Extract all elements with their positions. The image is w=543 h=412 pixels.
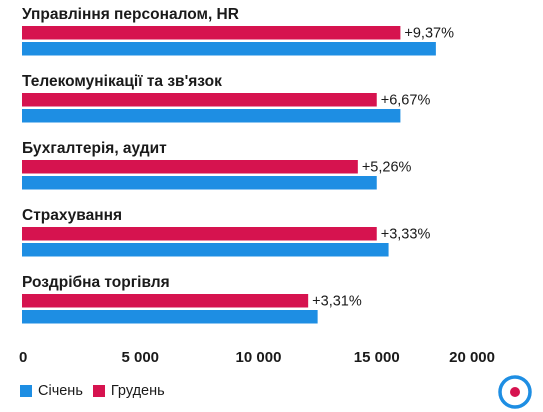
legend-swatch-january <box>20 385 32 397</box>
change-label-2: +5,26% <box>362 160 412 176</box>
category-label-4: Роздрібна торгівля <box>22 274 170 291</box>
bar-january-4 <box>22 310 318 324</box>
category-label-3: Страхування <box>22 207 122 224</box>
x-tick-label-0: 0 <box>19 349 27 366</box>
bar-january-2 <box>22 176 377 190</box>
legend-label-december: Грудень <box>110 383 165 399</box>
change-label-0: +9,37% <box>404 26 454 42</box>
category-label-2: Бухгалтерія, аудит <box>22 140 167 157</box>
bar-december-1 <box>22 93 377 107</box>
bar-january-3 <box>22 243 389 257</box>
x-tick-label-1: 5 000 <box>121 349 159 366</box>
bar-chart: Управління персоналом, HR +9,37% Телекомун… <box>19 6 495 366</box>
x-tick-label-2: 10 000 <box>236 349 282 366</box>
category-label-0: Управління персоналом, HR <box>22 6 239 23</box>
legend-item-january: Січень <box>20 383 83 399</box>
change-label-4: +3,31% <box>312 294 362 310</box>
legend-label-january: Січень <box>38 383 83 399</box>
category-label-1: Телекомунікації та зв'язок <box>22 73 222 90</box>
change-label-1: +6,67% <box>381 93 431 109</box>
bar-december-3 <box>22 227 377 241</box>
bar-december-0 <box>22 26 401 40</box>
bar-january-0 <box>22 42 436 56</box>
bar-december-4 <box>22 294 309 308</box>
x-tick-label-3: 15 000 <box>354 349 400 366</box>
legend: Січень Грудень <box>20 383 175 399</box>
x-tick-label-4: 20 000 <box>449 349 495 366</box>
bar-december-2 <box>22 160 358 174</box>
target-logo-icon <box>498 375 532 409</box>
change-label-3: +3,33% <box>381 227 431 243</box>
legend-swatch-december <box>92 385 105 397</box>
bar-january-1 <box>22 109 401 123</box>
legend-item-december: Грудень <box>92 383 165 399</box>
